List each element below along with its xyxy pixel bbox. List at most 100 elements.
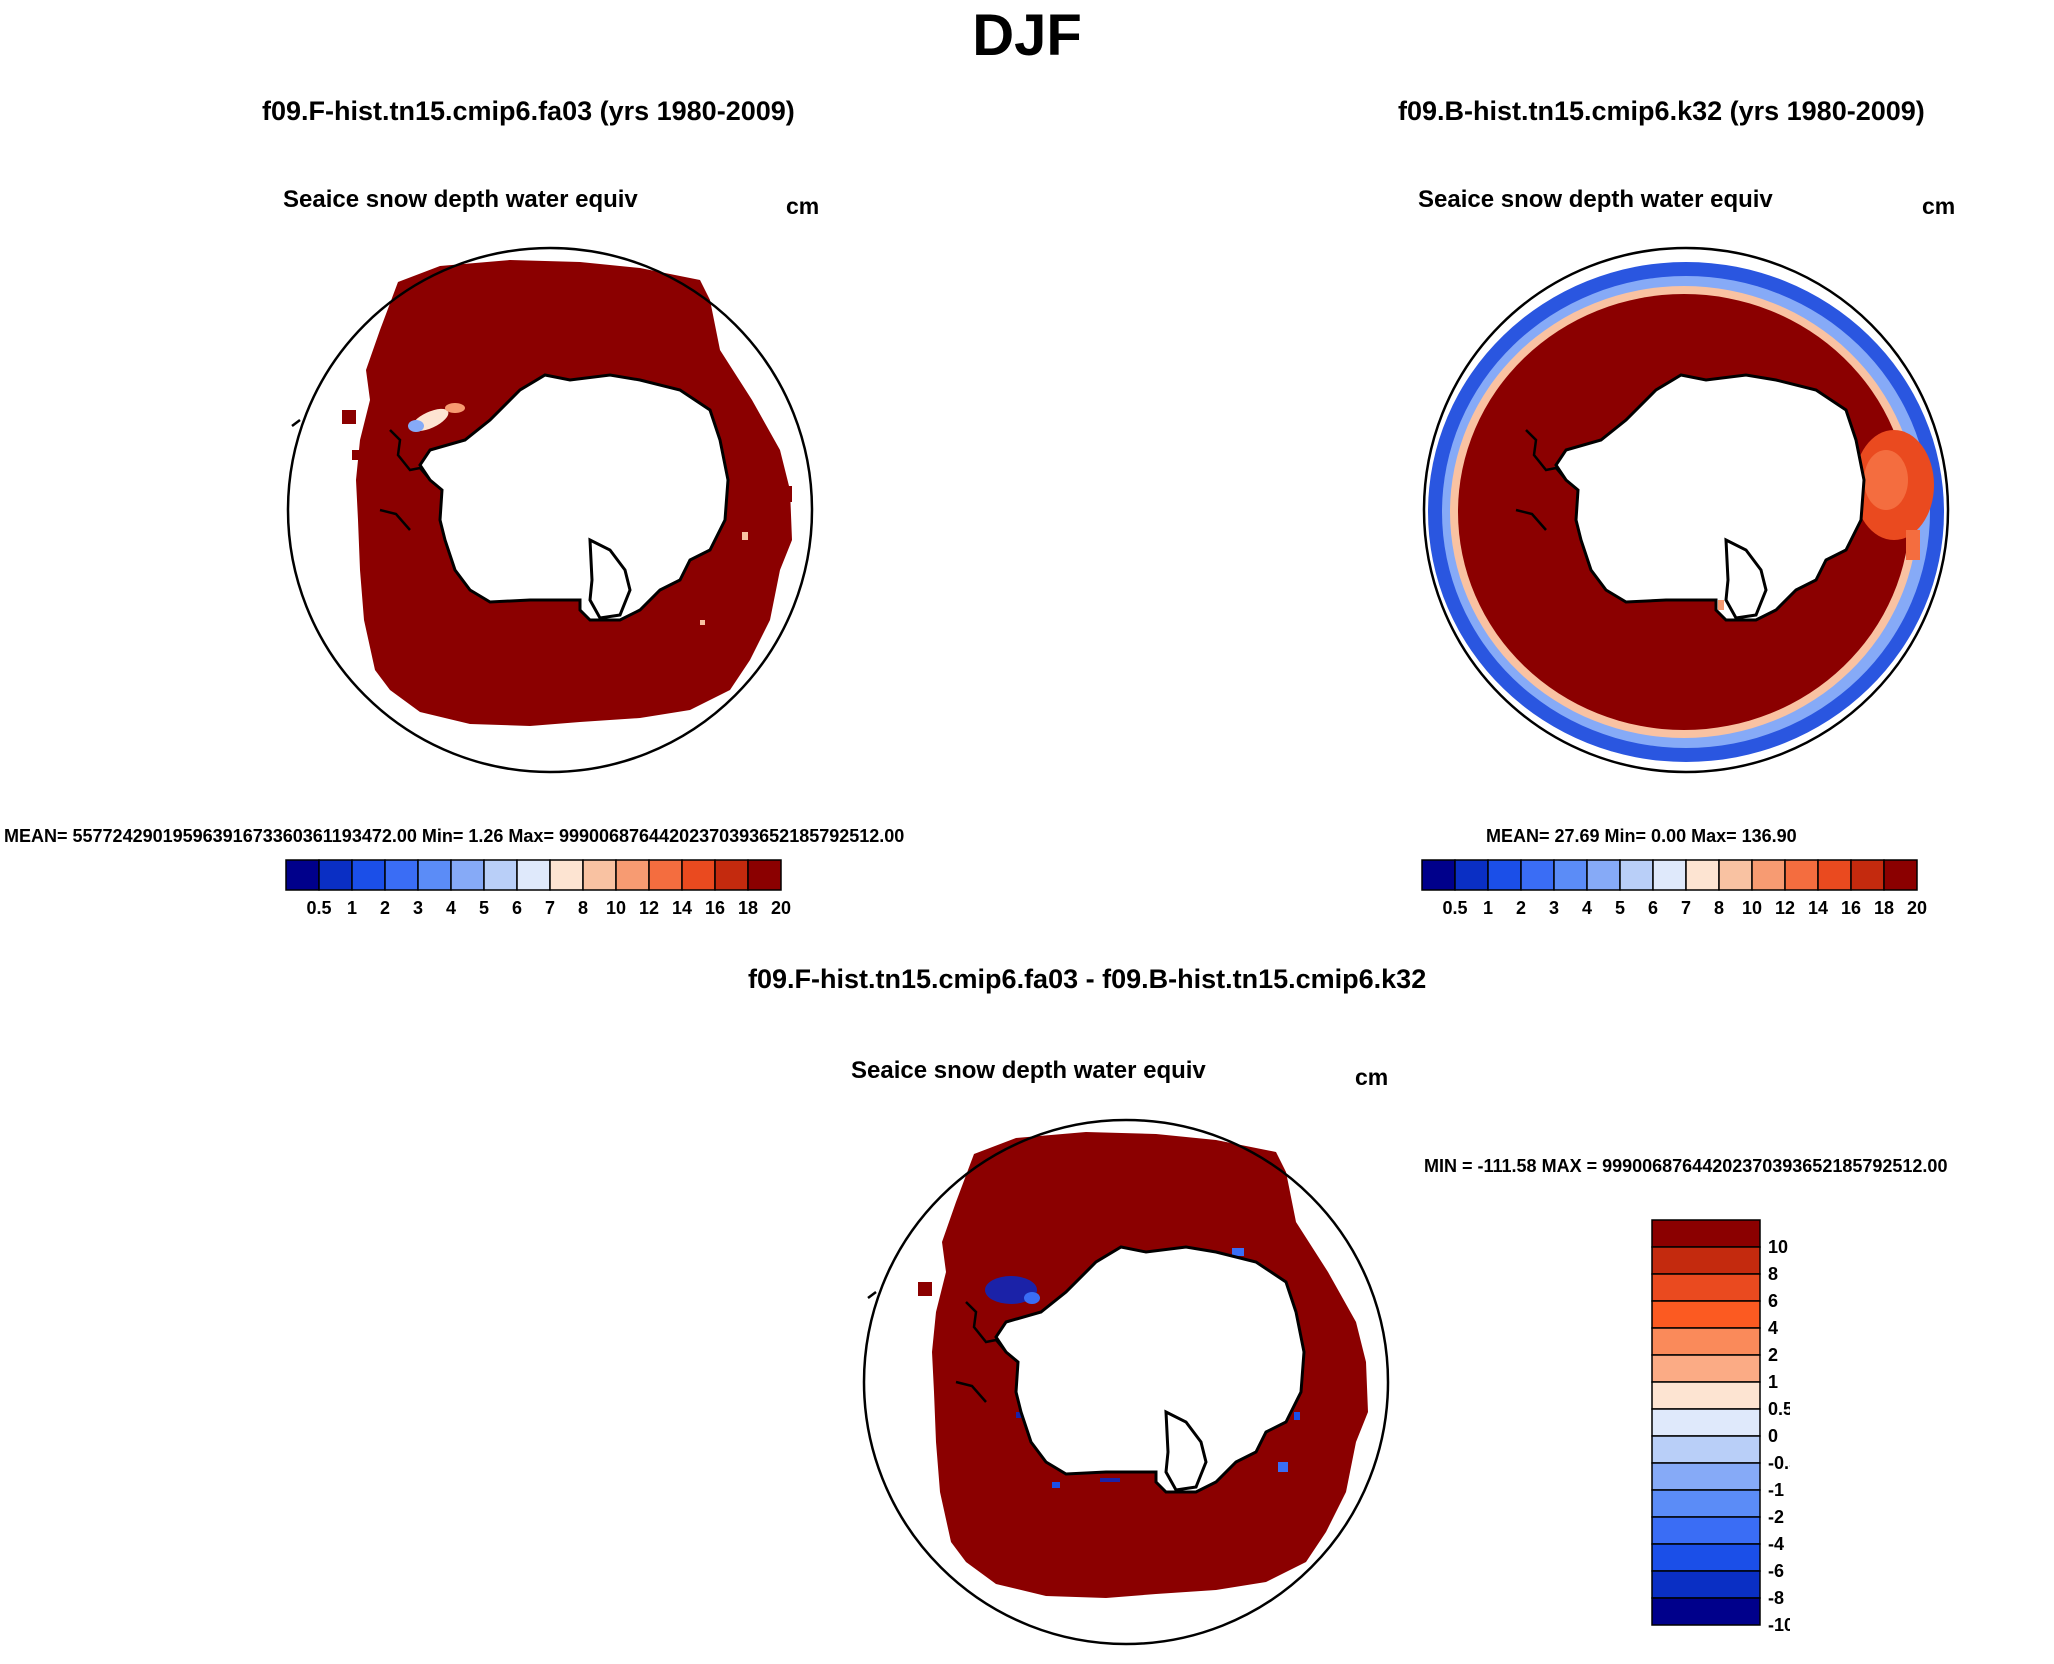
- panel2-units: cm: [1922, 193, 1956, 219]
- colorbar-tick-label: 10: [1742, 898, 1762, 918]
- colorbar-swatch: [351, 859, 386, 891]
- panel3-stats: MIN = -111.58 MAX = 99900687644202370393…: [1424, 1156, 1948, 1176]
- colorbar-swatch: [285, 859, 320, 891]
- colorbar-swatch: [615, 859, 650, 891]
- panel2-stats: MEAN= 27.69 Min= 0.00 Max= 136.90: [1486, 826, 1797, 846]
- panel2-antarctica: [1554, 373, 1866, 622]
- panel3-colorbar: 10 8 6 4 2 1 0.5 0 -0.5 -1 -2 -4 -6 -8 -10: [1651, 1219, 1790, 1635]
- colorbar-swatch: [1751, 859, 1786, 891]
- colorbar-tick-label: 12: [639, 898, 659, 918]
- colorbar-tick-label: 1: [1768, 1372, 1778, 1392]
- colorbar-swatch: [1651, 1381, 1761, 1410]
- colorbar-swatch: [1651, 1408, 1761, 1437]
- colorbar-tick-label: 12: [1775, 898, 1795, 918]
- panel1-colorbar: 0.5 1 2 3 4 5 6 7 8 10 12 14 16 18 20: [285, 859, 791, 918]
- colorbar-tick-label: 7: [1681, 898, 1691, 918]
- panel1-polar-map: [286, 246, 814, 774]
- colorbar-swatch: [1651, 1273, 1761, 1302]
- colorbar-tick-label: 2: [380, 898, 390, 918]
- colorbar-swatch: [483, 859, 518, 891]
- panel2-variable-title: Seaice snow depth water equiv: [1418, 186, 1773, 213]
- colorbar-swatch: [1553, 859, 1588, 891]
- colorbar-swatch: [549, 859, 584, 891]
- figure-title: DJF: [972, 3, 1082, 68]
- panel3-polar-map: [862, 1118, 1390, 1646]
- panel1-case-title: f09.F-hist.tn15.cmip6.fa03 (yrs 1980-200…: [262, 96, 795, 126]
- colorbar-swatch: [1685, 859, 1720, 891]
- panel1-variable-title: Seaice snow depth water equiv: [283, 186, 638, 213]
- colorbar-swatch: [1651, 1354, 1761, 1383]
- colorbar-swatch: [582, 859, 617, 891]
- colorbar-tick-label: 20: [771, 898, 791, 918]
- colorbar-swatch: [1651, 1435, 1761, 1464]
- colorbar-swatch: [1651, 1543, 1761, 1572]
- colorbar-tick-label: 4: [1768, 1318, 1778, 1338]
- panel1-stats: MEAN= 557724290195963916733603611934​72.…: [4, 826, 905, 846]
- panel2-colorbar: 0.5 1 2 3 4 5 6 7 8 10 12 14 16 18 20: [1421, 859, 1927, 918]
- colorbar-tick-label: -10: [1768, 1615, 1790, 1635]
- panel1-antarctica: [418, 373, 730, 622]
- colorbar-tick-label: 8: [1714, 898, 1724, 918]
- colorbar-swatch: [1520, 859, 1555, 891]
- colorbar-tick-label: 14: [672, 898, 692, 918]
- colorbar-tick-label: 16: [1841, 898, 1861, 918]
- colorbar-swatch: [1817, 859, 1852, 891]
- colorbar-swatch: [516, 859, 551, 891]
- colorbar-swatch: [1619, 859, 1654, 891]
- panel3-case-title: f09.F-hist.tn15.cmip6.fa03 - f09.B-hist.…: [748, 964, 1427, 994]
- panel2-map-boundary: [1422, 246, 1950, 774]
- colorbar-tick-label: 0.5: [1768, 1399, 1790, 1419]
- colorbar-tick-label: -1: [1768, 1480, 1784, 1500]
- colorbar-tick-label: -4: [1768, 1534, 1784, 1554]
- colorbar-tick-label: 10: [1768, 1237, 1788, 1257]
- colorbar-swatch: [1586, 859, 1621, 891]
- colorbar-tick-label: 0.5: [306, 898, 331, 918]
- colorbar-tick-label: -6: [1768, 1561, 1784, 1581]
- colorbar-tick-label: 1: [347, 898, 357, 918]
- colorbar-swatch: [1651, 1597, 1761, 1626]
- colorbar-tick-label: 6: [1768, 1291, 1778, 1311]
- colorbar-tick-label: 5: [479, 898, 489, 918]
- colorbar-tick-label: 7: [545, 898, 555, 918]
- colorbar-tick-label: 0.5: [1442, 898, 1467, 918]
- colorbar-tick-label: 14: [1808, 898, 1828, 918]
- colorbar-tick-label: 8: [1768, 1264, 1778, 1284]
- colorbar-tick-label: 2: [1516, 898, 1526, 918]
- colorbar-swatch: [1651, 1516, 1761, 1545]
- colorbar-swatch: [1651, 1246, 1761, 1275]
- colorbar-tick-label: 18: [738, 898, 758, 918]
- colorbar-swatch: [1421, 859, 1456, 891]
- panel3-units: cm: [1355, 1064, 1389, 1090]
- colorbar-swatch: [1850, 859, 1885, 891]
- colorbar-swatch: [1651, 1570, 1761, 1599]
- colorbar-tick-label: 10: [606, 898, 626, 918]
- colorbar-swatch: [1454, 859, 1489, 891]
- colorbar-tick-label: 3: [413, 898, 423, 918]
- colorbar-tick-label: 6: [512, 898, 522, 918]
- colorbar-swatch: [450, 859, 485, 891]
- colorbar-swatch: [1651, 1462, 1761, 1491]
- colorbar-swatch: [1784, 859, 1819, 891]
- colorbar-swatch: [1487, 859, 1522, 891]
- colorbar-swatch: [384, 859, 419, 891]
- colorbar-tick-label: 16: [705, 898, 725, 918]
- panel2-case-title: f09.B-hist.tn15.cmip6.k32 (yrs 1980-2009…: [1398, 96, 1925, 126]
- colorbar-tick-label: 20: [1907, 898, 1927, 918]
- panel3-antarctica: [994, 1245, 1306, 1494]
- colorbar-swatch: [1651, 1300, 1761, 1329]
- colorbar-tick-label: -0.5: [1768, 1453, 1790, 1473]
- colorbar-swatch: [681, 859, 716, 891]
- panel3-map-boundary: [862, 1118, 1390, 1646]
- colorbar-tick-label: 2: [1768, 1345, 1778, 1365]
- panel2-polar-map: [1422, 246, 1950, 774]
- colorbar-tick-label: 18: [1874, 898, 1894, 918]
- colorbar-tick-label: 5: [1615, 898, 1625, 918]
- panel1-units: cm: [786, 193, 820, 219]
- colorbar-swatch: [1652, 859, 1687, 891]
- colorbar-swatch: [318, 859, 353, 891]
- colorbar-tick-label: 1: [1483, 898, 1493, 918]
- colorbar-swatch: [1651, 1489, 1761, 1518]
- colorbar-swatch: [648, 859, 683, 891]
- colorbar-swatch: [747, 859, 782, 891]
- colorbar-tick-label: -2: [1768, 1507, 1784, 1527]
